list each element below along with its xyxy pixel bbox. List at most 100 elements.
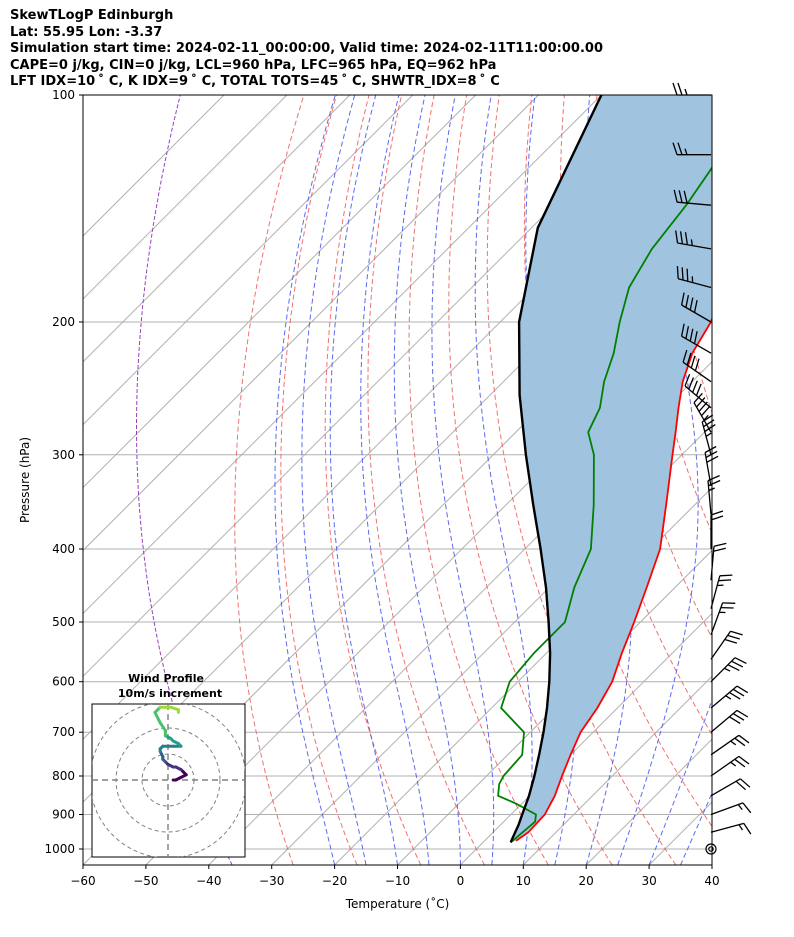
isotherm-gridline [397,549,712,865]
wind-barb [710,709,749,733]
isotherm-gridline [83,95,665,678]
wind-barb [710,630,743,660]
axes: −60 −50 −40 −30 −20 −10 0 10 20 30 40 1000 900 800 700… [44,88,719,888]
isotherm-gridline [83,95,476,489]
wind-barb [710,734,750,756]
title-cape-indices: CAPE=0 j/kg, CIN=0 j/kg, LCL=960 hPa, LF… [10,57,497,73]
y-tick-label: 1000 [44,842,75,856]
wind-barb [673,189,712,206]
wind-barb [710,510,724,549]
inset-title: Wind Profile [128,672,204,685]
y-axis-label: Pressure (hPa) [18,437,32,523]
inset-subtitle: 10m/s increment [118,687,222,700]
isotherm-gridline [83,95,539,552]
wind-barb [680,323,712,354]
wind-barb [710,685,749,709]
wind-barb [680,292,712,323]
moist-adiabat [648,698,712,865]
x-tick-label: −40 [196,874,221,888]
moist-adiabat [360,95,430,865]
moist-adiabat [329,95,398,865]
wind-barb [675,230,712,250]
dry-adiabat [234,95,305,865]
y-tick-label: 700 [52,725,75,739]
x-tick-label: 20 [579,874,594,888]
y-tick-label: 900 [52,808,75,822]
x-tick-label: 10 [516,874,531,888]
dewpoint-profile-line [497,166,712,844]
x-tick-label: −50 [133,874,158,888]
title-times: Simulation start time: 2024-02-11_00:00:… [10,41,603,56]
isotherm-gridline [83,95,225,237]
moist-adiabat [474,95,533,865]
wind-barb [693,392,712,433]
hodograph [92,704,245,857]
moist-adiabat [711,863,712,865]
dry-adiabat [324,95,422,865]
wind-barb [705,843,717,855]
wind-barbs [672,82,752,855]
y-tick-label: 800 [52,769,75,783]
parcel-profile-line [509,95,603,843]
x-tick-label: 40 [704,874,719,888]
y-tick-label: 600 [52,675,75,689]
dry-adiabat [408,95,549,865]
hodograph-segment [158,721,167,733]
isotherm-gridline [83,95,351,363]
wind-barb [701,414,716,455]
wind-barb [710,657,747,683]
cape-cin-fill [510,95,712,843]
hodograph-segment [153,710,162,725]
x-tick-label: −60 [70,874,95,888]
moist-adiabat [680,791,712,865]
isotherm-gridline [83,95,288,300]
y-tick-label: 300 [52,448,75,462]
dry-adiabat [486,95,677,865]
moist-adiabat [301,95,367,865]
x-axis-label: Temperature (˚C) [345,896,450,911]
wind-barb [710,822,752,835]
wind-profile-inset: Wind Profile 10m/s increment [91,672,246,858]
y-tick-label: 500 [52,615,75,629]
plot-area [83,95,794,865]
y-tick-label: 200 [52,315,75,329]
dry-adiabat [280,95,358,865]
isotherm-gridline [711,864,712,865]
x-tick-label: −10 [385,874,410,888]
purple-reference-line [136,95,233,865]
isotherm-gridline [522,675,712,865]
x-tick-label: −30 [259,874,284,888]
dry-adiabat [367,95,485,865]
moist-adiabat [431,95,495,865]
moist-adiabat [274,95,336,865]
isotherm-gridline [83,95,414,426]
x-tick-label: 0 [457,874,465,888]
dry-adiabat [523,95,712,828]
wind-barb [672,82,711,96]
wind-barb [682,349,712,383]
wind-barb [676,266,712,289]
y-tick-label: 400 [52,542,75,556]
moist-adiabat [617,95,699,865]
isotherm-gridline [775,95,794,865]
title-latlon: Lat: 55.95 Lon: -3.37 [10,24,163,40]
y-tick-label: 100 [52,88,75,102]
moist-adiabat [393,95,461,865]
x-tick-label: −20 [322,874,347,888]
wind-barb [684,374,712,409]
dry-adiabat [760,95,794,865]
temperature-profile-line [515,316,712,842]
wind-barb [710,802,752,816]
title-station: SkewTLogP Edinburgh [10,8,174,23]
wind-barb [710,542,727,581]
isotherm-gridline [83,95,602,615]
wind-barb [672,142,711,156]
wind-barb [710,755,750,777]
isotherm-gridline [460,612,712,865]
figure-header: SkewTLogP Edinburgh Lat: 55.95 Lon: -3.3… [10,8,603,91]
wind-barb [707,475,721,515]
dry-adiabat [727,95,794,865]
wind-barb [710,602,736,636]
title-stability-indices: LFT IDX=10 ˚ C, K IDX=9 ˚ C, TOTAL TOTS=… [10,74,500,89]
